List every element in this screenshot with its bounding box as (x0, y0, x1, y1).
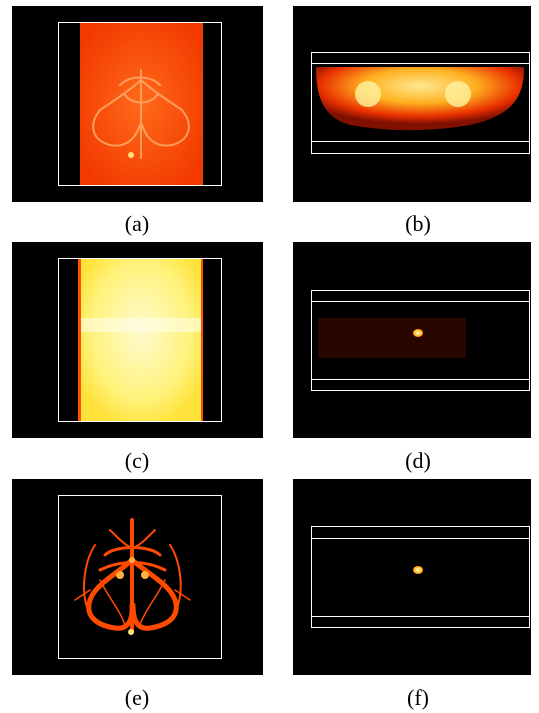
bright-spot (413, 329, 423, 337)
vessel-highlights (116, 557, 149, 579)
bounding-box (311, 290, 530, 391)
panel-label: (f) (407, 685, 429, 710)
vessels (92, 69, 190, 159)
panel-label: (d) (405, 448, 431, 473)
panel-c (12, 242, 263, 438)
panel-background (293, 479, 531, 675)
panel-e (12, 479, 263, 675)
panel-label: (c) (125, 448, 149, 473)
bright-spot (413, 566, 423, 574)
bright-region (445, 81, 471, 107)
panel-d (293, 242, 531, 438)
faint-haze (318, 318, 466, 358)
panel-f (293, 479, 531, 675)
panel-label: (b) (405, 211, 431, 236)
bounding-box (58, 495, 222, 659)
vessels (74, 518, 191, 634)
panel-background (293, 242, 531, 438)
bounding-box (311, 52, 530, 154)
bright-region (355, 81, 381, 107)
bounding-box (58, 22, 222, 186)
panel-background (12, 479, 263, 675)
volume-rendering (81, 258, 201, 421)
panel-b (293, 6, 531, 202)
bright-band (81, 318, 201, 332)
panel-a (12, 6, 263, 202)
panel-label: (e) (125, 685, 149, 710)
bounding-box (58, 258, 222, 422)
bright-spot (128, 629, 134, 635)
panel-label: (a) (125, 211, 149, 236)
bounding-box (311, 526, 530, 628)
bright-spot (128, 152, 134, 158)
